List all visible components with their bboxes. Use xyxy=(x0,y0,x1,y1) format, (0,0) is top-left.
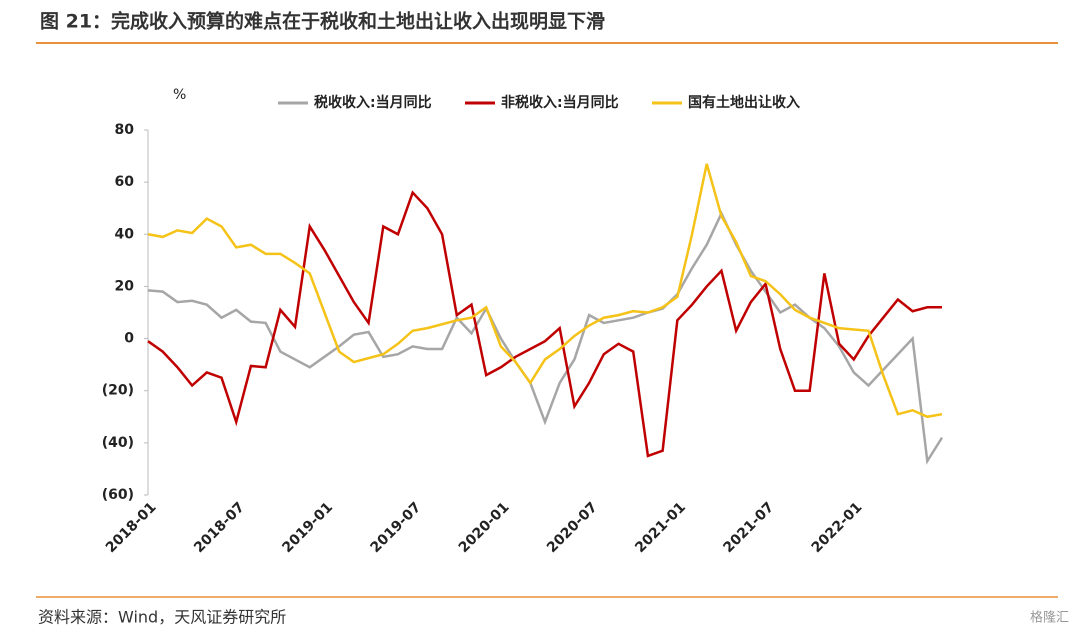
legend-label: 非税收入:当月同比 xyxy=(501,94,619,111)
y-tick-label: 20 xyxy=(115,278,135,294)
x-tick-label: 2019-07 xyxy=(368,499,425,556)
y-tick-label: (60) xyxy=(102,487,134,503)
series-line xyxy=(147,163,943,419)
y-tick-label: 80 xyxy=(115,122,135,138)
legend-label: 国有土地出让收入 xyxy=(688,94,800,111)
y-tick-label: 60 xyxy=(115,174,135,190)
y-tick-label: (40) xyxy=(102,435,134,451)
x-tick-label: 2021-01 xyxy=(632,499,689,556)
series-line xyxy=(147,210,944,465)
series-line xyxy=(147,190,942,458)
title: 图 21：完成收入预算的难点在于税收和土地出让收入出现明显下滑 xyxy=(40,10,605,33)
x-tick-label: 2019-01 xyxy=(279,499,336,556)
x-tick-label: 2018-07 xyxy=(191,499,248,556)
watermark: 格隆汇 xyxy=(1030,610,1069,626)
source: 资料来源：Wind，天风证券研究所 xyxy=(38,608,286,627)
x-tick-label: 2018-01 xyxy=(103,499,160,556)
x-tick-label: 2020-07 xyxy=(544,499,601,556)
x-tick-label: 2020-01 xyxy=(456,499,513,556)
y-tick-label: 40 xyxy=(115,226,135,242)
x-tick-label: 2022-01 xyxy=(809,499,866,556)
x-tick-label: 2021-07 xyxy=(720,499,777,556)
y-tick-label: (20) xyxy=(102,383,134,399)
y-unit: % xyxy=(173,87,186,103)
y-tick-label: 0 xyxy=(124,331,134,347)
legend-label: 税收收入:当月同比 xyxy=(314,94,432,111)
